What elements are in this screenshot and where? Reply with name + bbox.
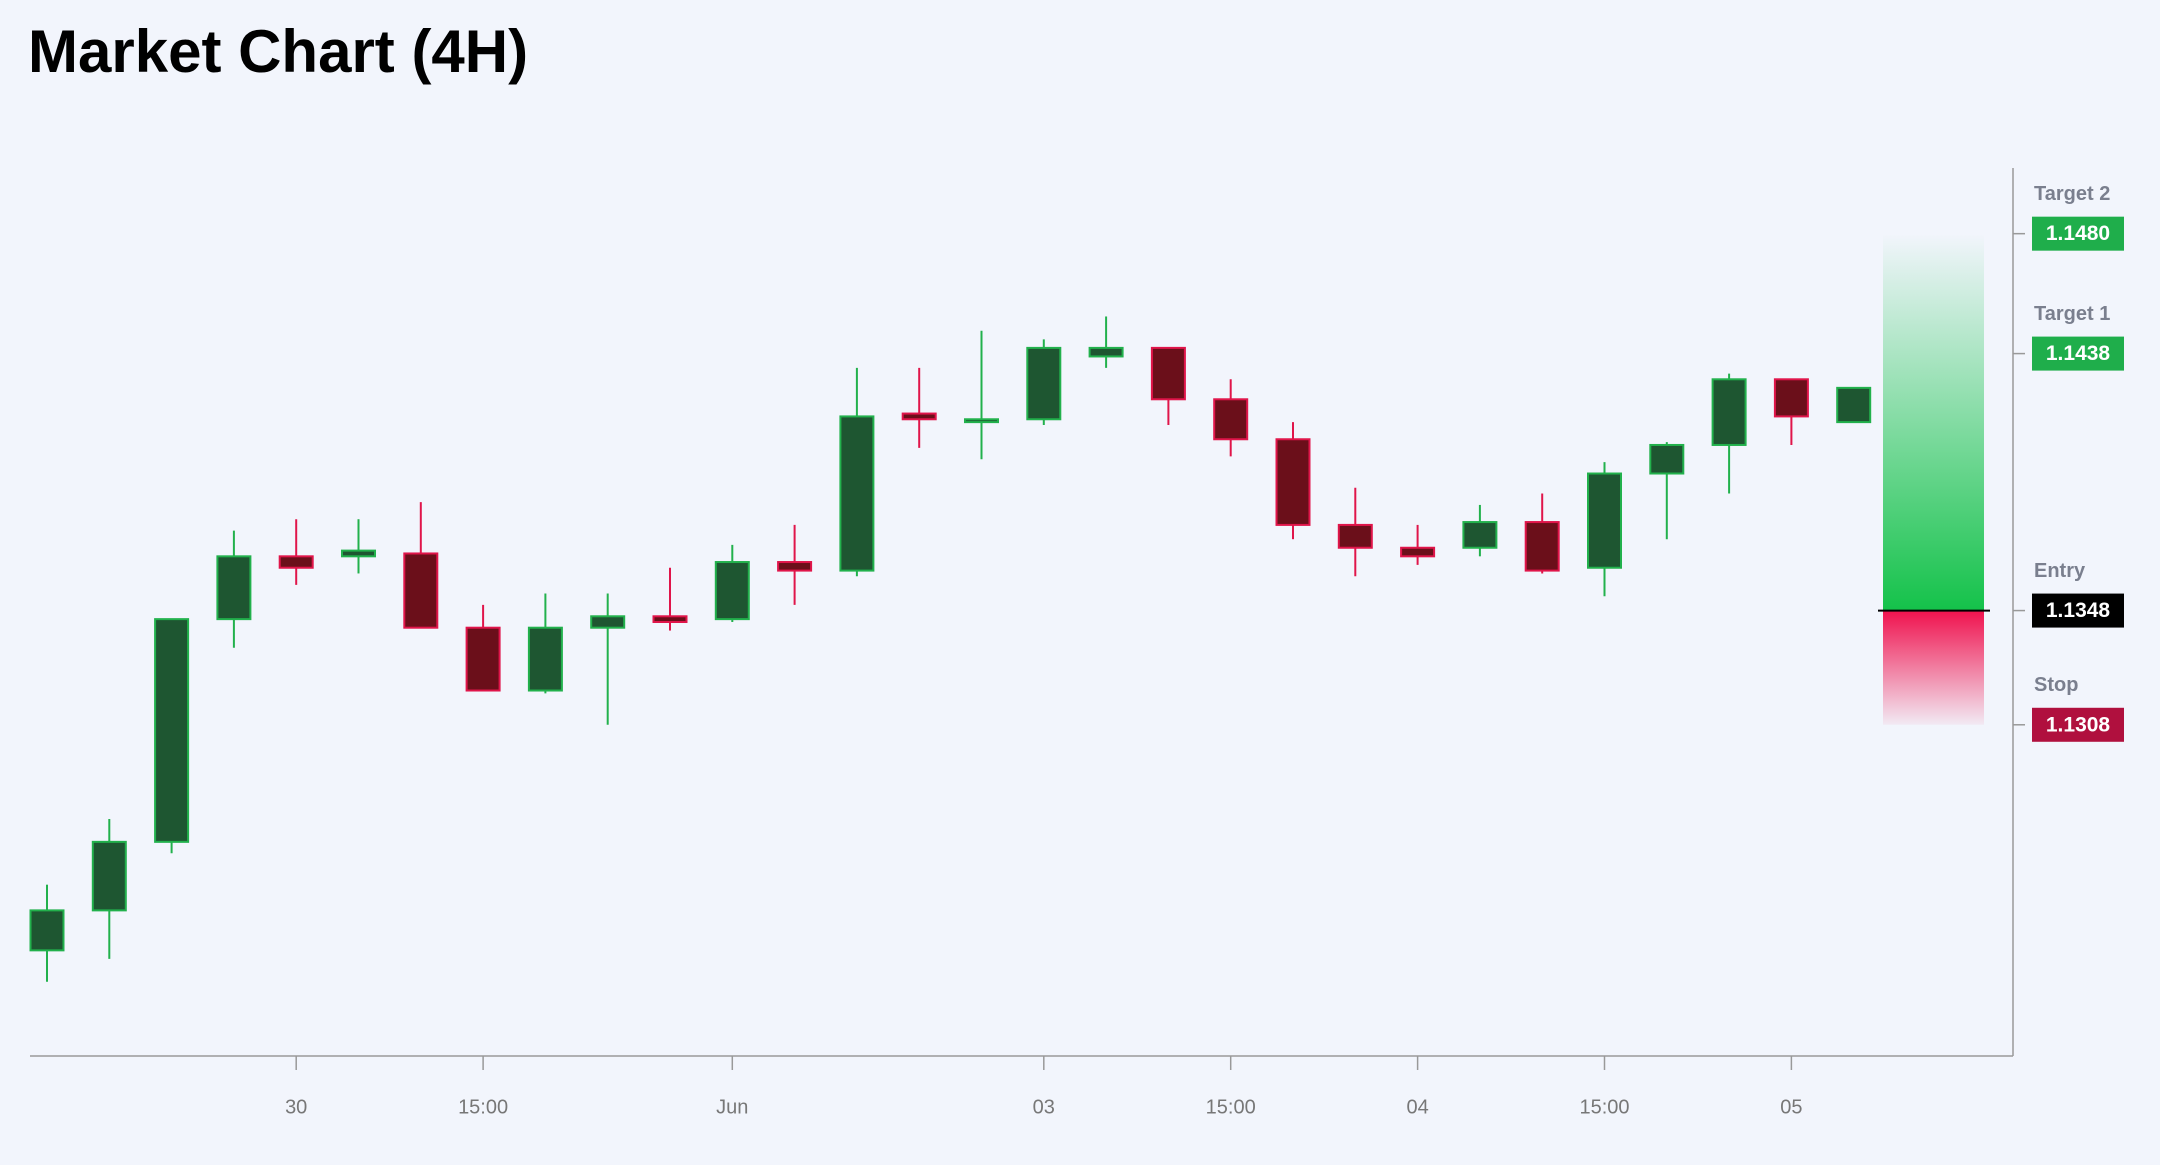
candle-body <box>901 412 937 421</box>
candle-body <box>1026 346 1062 421</box>
candle-body <box>1587 472 1622 569</box>
candle-body <box>403 552 439 629</box>
x-tick-label: 15:00 <box>1206 1096 1256 1118</box>
x-tick-label: 15:00 <box>1579 1096 1629 1118</box>
candle-body <box>1711 378 1747 446</box>
candle-body <box>1400 546 1436 558</box>
candle-body <box>1462 521 1498 549</box>
level-label: 1.1348 <box>2046 599 2111 622</box>
candle-body <box>1088 346 1124 358</box>
level-name: Target 2 <box>2034 183 2110 205</box>
candle-body <box>465 626 501 692</box>
level-box <box>2032 216 2124 251</box>
candle-body <box>1649 443 1685 475</box>
candle-body <box>714 561 750 621</box>
level-label: 1.1308 <box>2046 713 2111 736</box>
candle-body <box>1836 386 1872 424</box>
candle-body <box>1275 438 1311 526</box>
x-tick-label: 05 <box>1780 1096 1802 1118</box>
candle-body <box>1337 523 1373 549</box>
x-tick-label: 30 <box>285 1096 307 1118</box>
chart-title: Market Chart (4H) <box>28 18 528 85</box>
x-tick-label: 15:00 <box>458 1096 508 1118</box>
level-box <box>2032 593 2124 628</box>
candle-body <box>964 418 999 424</box>
candle-body <box>839 415 875 572</box>
candle-body <box>216 555 252 621</box>
candle-body <box>91 840 127 912</box>
loss-zone <box>1883 610 1984 725</box>
level-label: 1.1438 <box>2046 342 2111 365</box>
x-tick-label: 03 <box>1033 1096 1055 1118</box>
level-label: 1.1480 <box>2046 222 2110 245</box>
profit-zone <box>1883 233 1984 611</box>
candle-body <box>1773 378 1809 418</box>
level-name: Stop <box>2034 674 2078 696</box>
candle-body <box>1213 398 1249 441</box>
x-tick-label: 04 <box>1406 1096 1428 1118</box>
candle-body <box>341 549 376 558</box>
level-box <box>2032 707 2124 742</box>
candle-body <box>29 909 65 952</box>
candle-body <box>278 555 314 569</box>
candle-body <box>527 626 563 692</box>
level-name: Target 1 <box>2034 303 2110 325</box>
x-tick-label: Jun <box>716 1096 748 1118</box>
candle-body <box>652 615 688 623</box>
candle-body <box>1524 521 1560 572</box>
level-box <box>2032 336 2124 371</box>
candle-body <box>1150 346 1186 401</box>
level-name: Entry <box>2034 560 2086 582</box>
candle-body <box>154 618 190 843</box>
candle-body <box>777 561 813 572</box>
candle-body <box>590 615 626 629</box>
